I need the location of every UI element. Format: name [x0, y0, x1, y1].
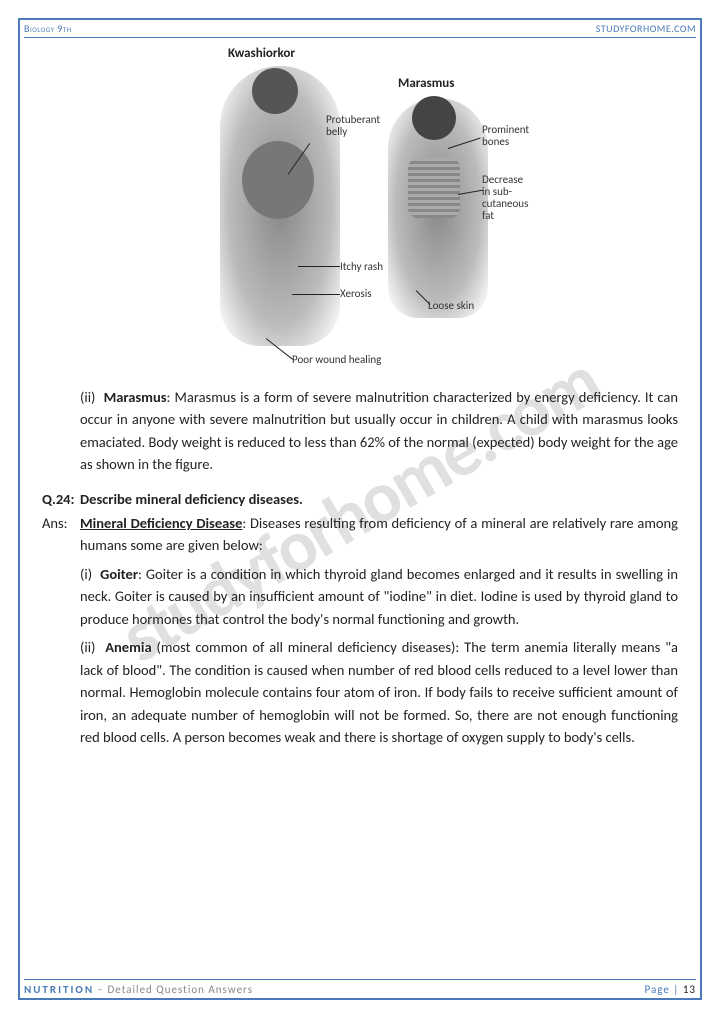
ans-ii-num: (ii)	[80, 638, 105, 656]
para-ii-body: : Marasmus is a form of severe malnutrit…	[80, 388, 678, 473]
label-protuberant-belly: Protuberant belly	[326, 114, 380, 138]
ans-label: Ans:	[42, 512, 80, 749]
ans-ii-title: Anemia	[105, 638, 151, 656]
figure-title-marasmus: Marasmus	[398, 76, 454, 91]
ans-i-num: (i)	[80, 565, 100, 583]
line-xerosis	[292, 294, 340, 295]
page-label: Page |	[645, 983, 680, 996]
header-left: Biology 9th	[24, 22, 72, 35]
figure-head-right	[412, 96, 456, 140]
footer-page: Page | 13	[645, 983, 696, 996]
q24-label: Q.24:	[42, 490, 80, 508]
ans-lead-title: Mineral Deficiency Disease	[80, 514, 242, 532]
page-footer: NUTRITION – Detailed Question Answers Pa…	[24, 979, 696, 996]
medical-illustration: Kwashiorkor Marasmus Protuberant belly I…	[180, 46, 540, 376]
footer-sub: – Detailed Question Answers	[94, 983, 253, 996]
para-ii-num: (ii)	[80, 388, 104, 406]
ans-i-body: : Goiter is a condition in which thyroid…	[80, 565, 678, 628]
page-number: 13	[683, 983, 696, 996]
footer-left: NUTRITION – Detailed Question Answers	[24, 983, 253, 996]
ans-i-title: Goiter	[100, 565, 138, 583]
question-24: Q.24: Describe mineral deficiency diseas…	[42, 490, 678, 508]
ans-i-goiter: (i) Goiter: Goiter is a condition in whi…	[80, 563, 678, 630]
q24-text: Describe mineral deficiency diseases.	[80, 490, 303, 508]
ans-ii-anemia: (ii) Anemia (most common of all mineral …	[80, 636, 678, 748]
label-prominent-bones: Prominent bones	[482, 124, 529, 148]
label-xerosis: Xerosis	[340, 288, 372, 300]
label-loose-skin: Loose skin	[428, 300, 474, 312]
label-poor-wound: Poor wound healing	[292, 354, 381, 366]
content-area: Kwashiorkor Marasmus Protuberant belly I…	[42, 44, 678, 974]
ans-ii-body: (most common of all mineral deficiency d…	[80, 638, 678, 746]
header-right: STUDYFORHOME.COM	[596, 22, 696, 35]
answer-24: Ans: Mineral Deficiency Disease: Disease…	[42, 512, 678, 749]
ans-body: Mineral Deficiency Disease: Diseases res…	[80, 512, 678, 749]
paragraph-marasmus: (ii) Marasmus: Marasmus is a form of sev…	[80, 386, 678, 476]
page-header: Biology 9th STUDYFORHOME.COM	[24, 22, 696, 38]
footer-chapter: NUTRITION	[24, 983, 94, 996]
label-itchy-rash: Itchy rash	[340, 261, 383, 273]
line-itchy	[298, 266, 340, 267]
figure-head-left	[252, 68, 298, 114]
figure-ribs	[408, 158, 460, 218]
para-ii-title: Marasmus	[104, 388, 167, 406]
label-decrease-fat: Decrease in sub- cutaneous fat	[482, 174, 528, 222]
figure-title-kwashiorkor: Kwashiorkor	[228, 46, 295, 61]
